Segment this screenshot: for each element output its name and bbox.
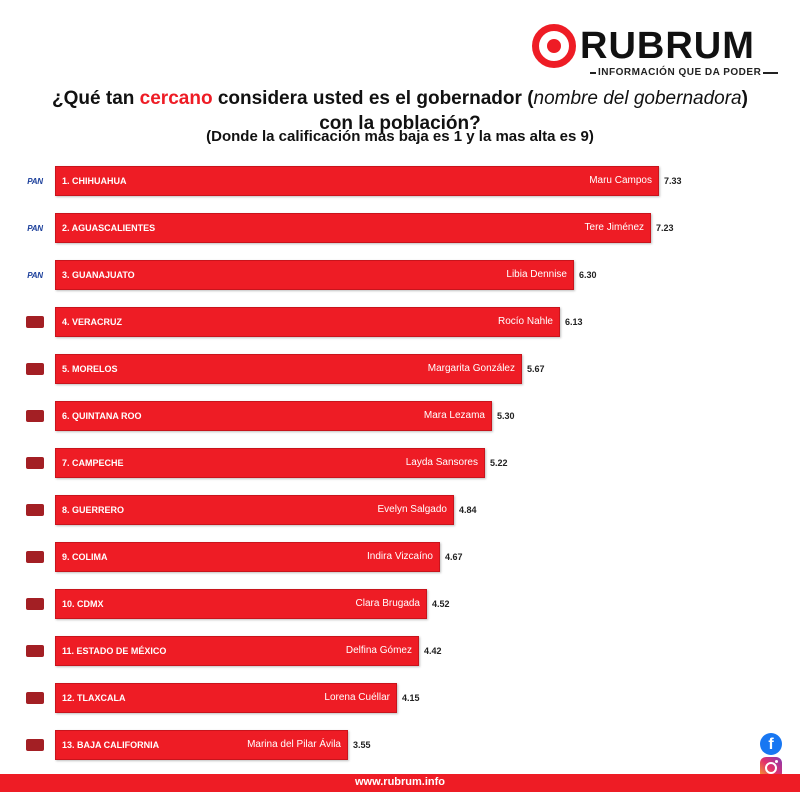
logo-circle-icon [532,24,576,68]
title-highlight: cercano [139,88,213,109]
chart-subtitle: (Donde la calificación mas baja es 1 y l… [206,128,594,145]
morena-party-icon [26,691,44,705]
morena-party-icon [26,362,44,376]
bar: 12. TLAXCALA Lorena Cuéllar [55,683,397,713]
bar-category-label: 11. ESTADO DE MÉXICO [62,646,167,656]
bar: 5. MORELOS Margarita González [55,354,522,384]
bar-value-label: 6.13 [565,317,583,327]
bar-category-label: 8. GUERRERO [62,505,125,515]
bar: 3. GUANAJUATO Libia Dennise [55,260,574,290]
bar: 2. AGUASCALIENTES Tere Jiménez [55,213,651,243]
bar-category-label: 9. COLIMA [62,552,108,562]
bar-value-label: 4.84 [459,505,477,515]
bar-value-label: 4.52 [432,599,450,609]
bar-governor-name: Lorena Cuéllar [324,692,390,703]
bar-value-label: 6.30 [579,270,597,280]
logo-tagline: INFORMACIÓN QUE DA PODER [596,67,764,78]
title-part-1: ¿Qué tan [52,88,140,109]
footer-bar [0,774,800,792]
morena-party-icon [26,315,44,329]
morena-logo [26,410,44,422]
morena-logo [26,457,44,469]
bar-category-label: 1. CHIHUAHUA [62,176,127,186]
morena-party-icon [26,644,44,658]
bar-governor-name: Clara Brugada [355,598,420,609]
bar-category-label: 6. QUINTANA ROO [62,411,142,421]
bar-value-label: 5.22 [490,458,508,468]
bar: 10. CDMX Clara Brugada [55,589,427,619]
morena-party-icon [26,550,44,564]
rubrum-logo: RUBRUM INFORMACIÓN QUE DA PODER [530,22,780,82]
pan-party-icon: PAN [26,268,44,282]
bar: 6. QUINTANA ROO Mara Lezama [55,401,492,431]
morena-logo [26,363,44,375]
bar-governor-name: Delfina Gómez [345,645,412,656]
bar-governor-name: Maru Campos [589,175,652,186]
bar: 1. CHIHUAHUA Maru Campos [55,166,659,196]
bar-value-label: 4.15 [402,693,420,703]
morena-logo [26,739,44,751]
bar: 8. GUERRERO Evelyn Salgado [55,495,454,525]
bar-value-label: 4.42 [424,646,442,656]
morena-party-icon [26,503,44,517]
morena-logo [26,692,44,704]
bar-value-label: 7.33 [664,176,682,186]
bar-value-label: 4.67 [445,552,463,562]
morena-logo [26,598,44,610]
bar-governor-name: Marina del Pilar Ávila [247,739,341,750]
bar-value-label: 5.67 [527,364,545,374]
bar-category-label: 7. CAMPECHE [62,458,124,468]
morena-logo [26,645,44,657]
facebook-icon[interactable]: f [760,733,782,755]
morena-party-icon [26,738,44,752]
bar-category-label: 10. CDMX [62,599,104,609]
title-italic: nombre del gobernadora [533,88,742,109]
bar-category-label: 3. GUANAJUATO [62,270,135,280]
bar-value-label: 7.23 [656,223,674,233]
bar-governor-name: Indira Vizcaíno [367,551,433,562]
bar-value-label: 5.30 [497,411,515,421]
bar-category-label: 4. VERACRUZ [62,317,123,327]
morena-logo [26,316,44,328]
bar-governor-name: Tere Jiménez [584,222,644,233]
pan-party-icon: PAN [26,221,44,235]
bar: 7. CAMPECHE Layda Sansores [55,448,485,478]
bar-governor-name: Rocío Nahle [497,316,553,327]
chart-title: ¿Qué tan cercano considera usted es el g… [40,86,760,136]
bar: 13. BAJA CALIFORNIA Marina del Pilar Ávil… [55,730,348,760]
bar-category-label: 13. BAJA CALIFORNIA [62,740,160,750]
bar-governor-name: Margarita González [427,363,515,374]
morena-party-icon [26,597,44,611]
bar-governor-name: Libia Dennise [506,269,567,280]
title-part-2: considera usted es el gobernador ( [212,88,534,109]
pan-logo-text: PAN [27,223,43,233]
bar: 9. COLIMA Indira Vizcaíno [55,542,440,572]
morena-logo [26,551,44,563]
bar-governor-name: Mara Lezama [423,410,485,421]
bar: 4. VERACRUZ Rocío Nahle [55,307,560,337]
instagram-icon[interactable] [760,757,782,779]
bar: 11. ESTADO DE MÉXICO Delfina Gómez [55,636,419,666]
bar-category-label: 5. MORELOS [62,364,118,374]
bar-value-label: 3.55 [353,740,371,750]
logo-wordmark: RUBRUM [580,25,755,67]
bar-category-label: 2. AGUASCALIENTES [62,223,156,233]
pan-logo-text: PAN [27,270,43,280]
pan-party-icon: PAN [26,174,44,188]
morena-party-icon [26,456,44,470]
morena-logo [26,504,44,516]
bar-governor-name: Evelyn Salgado [377,504,448,515]
title-part-3: ) con la población? [319,88,748,134]
bar-governor-name: Layda Sansores [405,457,478,468]
footer-url[interactable]: www.rubrum.info [354,776,446,788]
bar-category-label: 12. TLAXCALA [62,693,126,703]
morena-party-icon [26,409,44,423]
pan-logo-text: PAN [27,176,43,186]
